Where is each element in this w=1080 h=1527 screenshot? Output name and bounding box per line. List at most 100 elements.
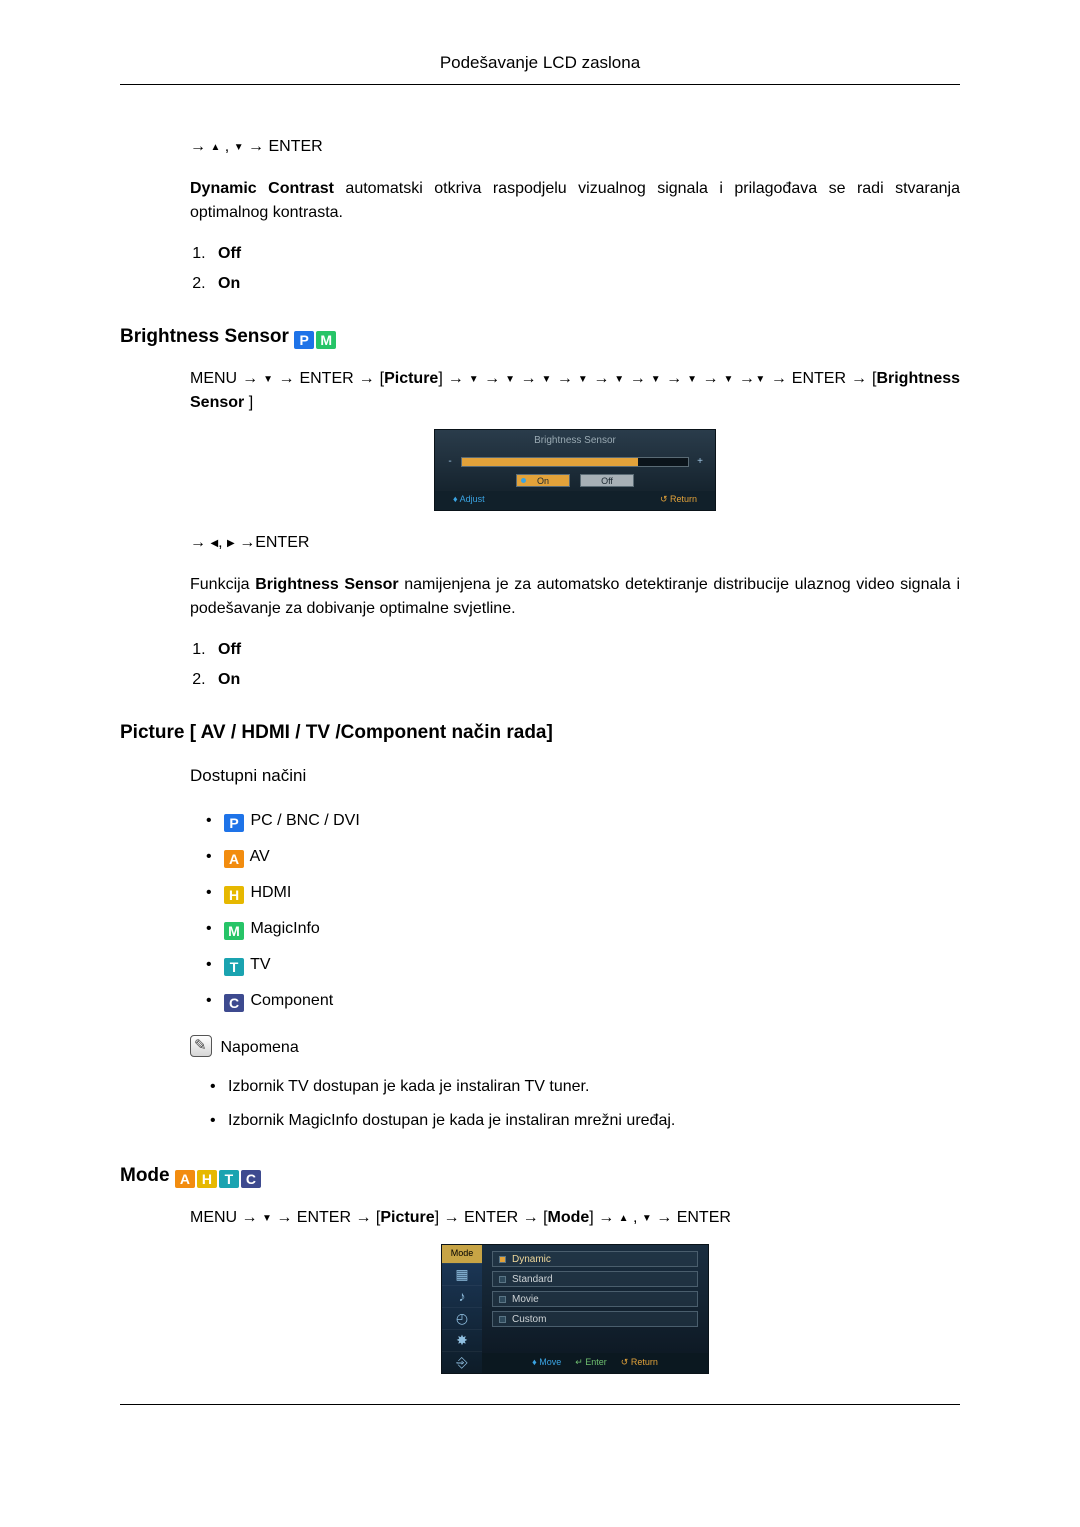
slider-fill — [462, 458, 638, 466]
brightness-sensor-osd: Brightness Sensor - + On Off ♦ Adjust ↺ … — [434, 429, 716, 511]
mode-option-label: Standard — [512, 1272, 553, 1287]
triangle-down-icon — [234, 138, 244, 155]
note-item: Izbornik TV dostupan je kada je instalir… — [230, 1070, 960, 1104]
mode-nav: MENU → → ENTER → [Picture] → ENTER → [Mo… — [190, 1206, 960, 1230]
mode-item-label: HDMI — [246, 884, 291, 901]
mode-item: C Component — [210, 983, 960, 1019]
mode-option-label: Movie — [512, 1292, 539, 1307]
triangle-down-icon — [651, 370, 661, 387]
triangle-down-icon — [469, 370, 479, 387]
note-item: Izbornik MagicInfo dostupan je kada je i… — [230, 1104, 960, 1138]
triangle-right-icon — [227, 534, 235, 551]
minus-icon: - — [445, 454, 455, 469]
osd-adjust-label: ♦ Adjust — [453, 493, 485, 507]
triangle-down-icon — [542, 370, 552, 387]
mode-item: M MagicInfo — [210, 911, 960, 947]
triangle-left-icon — [210, 534, 218, 551]
bs-opt-on: On — [210, 665, 960, 695]
osd-return-label: ↺ Return — [621, 1356, 658, 1370]
bs-options: Off On — [210, 635, 960, 695]
mode-item-label: MagicInfo — [246, 920, 320, 937]
dc-options: Off On — [210, 239, 960, 299]
dc-nav: → , → ENTER — [190, 135, 960, 159]
page-header: Podešavanje LCD zaslona — [120, 50, 960, 85]
mode-item: A AV — [210, 839, 960, 875]
note-label: Napomena — [216, 1039, 299, 1056]
m-badge-icon: M — [224, 922, 244, 940]
triangle-down-icon — [755, 370, 766, 387]
dc-opt-off: Off — [210, 239, 960, 269]
p-badge-icon: P — [224, 814, 244, 832]
h-badge-icon: H — [197, 1170, 217, 1188]
triangle-up-icon — [210, 138, 220, 155]
picture-icon[interactable]: ▦ — [442, 1263, 482, 1285]
checkbox-icon — [499, 1276, 506, 1283]
osd-off-button[interactable]: Off — [580, 474, 634, 487]
mode-item-label: Component — [246, 992, 333, 1009]
osd-on-button[interactable]: On — [516, 474, 570, 487]
checkbox-icon — [499, 1256, 506, 1263]
mode-option-label: Custom — [512, 1312, 546, 1327]
mode-option[interactable]: Dynamic — [492, 1251, 698, 1267]
dc-opt-on: On — [210, 269, 960, 299]
triangle-down-icon — [642, 1209, 652, 1226]
t-badge-icon: T — [219, 1170, 239, 1188]
triangle-down-icon — [614, 370, 624, 387]
mode-item: T TV — [210, 947, 960, 983]
osd-slider-row: - + — [435, 451, 715, 474]
note-row: Napomena — [190, 1035, 960, 1060]
mode-item-label: PC / BNC / DVI — [246, 812, 360, 829]
mode-heading: Mode AHTC — [120, 1162, 960, 1191]
dc-nav-mid: , — [220, 138, 233, 155]
triangle-down-icon — [687, 370, 697, 387]
picture-modes-heading: Picture [ AV / HDMI / TV /Component nači… — [120, 719, 960, 748]
a-badge-icon: A — [224, 850, 244, 868]
triangle-down-icon — [578, 370, 588, 387]
footer-rule — [120, 1404, 960, 1405]
p-badge-icon: P — [294, 331, 314, 349]
mode-item-label: AV — [246, 848, 270, 865]
osd-enter-label: ↵ Enter — [575, 1356, 607, 1370]
mode-heading-text: Mode — [120, 1165, 175, 1186]
input-icon[interactable]: ⎆ — [442, 1351, 482, 1373]
t-badge-icon: T — [224, 958, 244, 976]
mode-option[interactable]: Standard — [492, 1271, 698, 1287]
sound-icon[interactable]: ♪ — [442, 1285, 482, 1307]
checkbox-icon — [499, 1316, 506, 1323]
modes-list: P PC / BNC / DVIA AVH HDMIM MagicInfoT T… — [210, 803, 960, 1019]
osd-title: Brightness Sensor — [435, 430, 715, 451]
mode-option[interactable]: Movie — [492, 1291, 698, 1307]
c-badge-icon: C — [241, 1170, 261, 1188]
time-icon[interactable]: ◴ — [442, 1307, 482, 1329]
plus-icon: + — [695, 454, 705, 469]
triangle-down-icon — [505, 370, 515, 387]
bs-nav1: MENU → → ENTER → [Picture] → → → → → → →… — [190, 367, 960, 415]
triangle-down-icon — [262, 1209, 272, 1226]
checkbox-icon — [499, 1296, 506, 1303]
mode-item-label: TV — [246, 956, 271, 973]
osd-return-label: ↺ Return — [660, 493, 697, 507]
bs-heading: Brightness Sensor PM — [120, 323, 960, 352]
osd-sidebar: Mode ▦ ♪ ◴ ✸ ⎆ — [442, 1245, 482, 1373]
setup-icon[interactable]: ✸ — [442, 1329, 482, 1351]
osd-move-label: ♦ Move — [532, 1356, 561, 1370]
mode-options: Dynamic Standard Movie Custom — [482, 1245, 708, 1353]
note-icon — [190, 1035, 212, 1057]
dc-bold: Dynamic Contrast — [190, 180, 334, 197]
slider-track[interactable] — [461, 457, 689, 467]
mode-option[interactable]: Custom — [492, 1311, 698, 1327]
triangle-down-icon — [263, 370, 273, 387]
dot-icon — [521, 478, 526, 483]
bs-heading-text: Brightness Sensor — [120, 326, 294, 347]
a-badge-icon: A — [175, 1170, 195, 1188]
dc-desc: Dynamic Contrast automatski otkriva rasp… — [190, 177, 960, 225]
bs-nav2: → , →ENTER — [190, 531, 960, 555]
mode-osd: Mode ▦ ♪ ◴ ✸ ⎆ Dynamic Standard Movie Custo… — [441, 1244, 709, 1374]
dc-nav-post: → ENTER — [244, 138, 323, 155]
osd-tab: Mode — [442, 1245, 482, 1263]
bs-opt-off: Off — [210, 635, 960, 665]
mode-item: P PC / BNC / DVI — [210, 803, 960, 839]
mode-item: H HDMI — [210, 875, 960, 911]
available-modes-sub: Dostupni načini — [190, 763, 960, 789]
dc-nav-pre: → — [190, 138, 210, 155]
